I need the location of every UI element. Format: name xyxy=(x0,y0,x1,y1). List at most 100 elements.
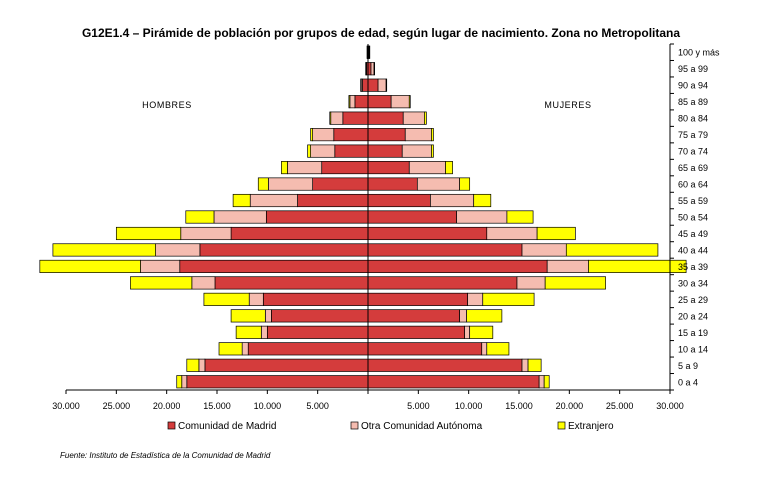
bar-mujeres-extranjero-25-a-29 xyxy=(482,292,535,306)
bar-mujeres-otra-comunidad-autonoma-75-a-79 xyxy=(404,128,432,142)
bar-mujeres-extranjero-100-y-mas xyxy=(368,45,371,59)
bar-hombres-otra-comunidad-autonoma-40-a-44 xyxy=(155,243,201,257)
legend-label-extranjero: Extranjero xyxy=(568,421,614,432)
bar-hombres-otra-comunidad-autonoma-55-a-59 xyxy=(249,193,298,208)
bar-mujeres-comunidad-de-madrid-15-a-19 xyxy=(367,325,465,339)
bar-mujeres-otra-comunidad-autonoma-50-a-54 xyxy=(456,210,508,224)
age-group-label-30-a-34: 30 a 34 xyxy=(678,278,708,288)
bar-hombres-comunidad-de-madrid-70-a-74 xyxy=(334,144,369,158)
bar-mujeres-otra-comunidad-autonoma-55-a-59 xyxy=(430,193,475,208)
bar-hombres-comunidad-de-madrid-35-a-39 xyxy=(179,259,369,273)
x-tick-label: 30.000 xyxy=(656,401,684,411)
bar-mujeres-extranjero-45-a-49 xyxy=(536,226,576,241)
bar-mujeres-comunidad-de-madrid-0-a-4 xyxy=(367,375,540,389)
bar-mujeres-extranjero-75-a-79 xyxy=(431,128,434,142)
age-group-label-15-a-19: 15 a 19 xyxy=(678,328,708,338)
bar-mujeres-extranjero-10-a-14 xyxy=(486,342,510,356)
bar-hombres-extranjero-20-a-24 xyxy=(230,309,266,323)
age-group-label-75-a-79: 75 a 79 xyxy=(678,130,708,140)
bar-hombres-extranjero-55-a-59 xyxy=(232,193,251,208)
bar-mujeres-extranjero-15-a-19 xyxy=(469,325,494,339)
age-group-label-70-a-74: 70 a 74 xyxy=(678,147,708,157)
bar-hombres-extranjero-30-a-34 xyxy=(130,276,193,290)
bar-mujeres-comunidad-de-madrid-20-a-24 xyxy=(367,309,460,323)
bar-hombres-comunidad-de-madrid-15-a-19 xyxy=(266,325,369,339)
bar-mujeres-otra-comunidad-autonoma-0-a-4 xyxy=(538,375,545,389)
bar-hombres-comunidad-de-madrid-0-a-4 xyxy=(186,375,369,389)
bar-hombres-comunidad-de-madrid-50-a-54 xyxy=(265,210,369,224)
bar-mujeres-extranjero-35-a-39 xyxy=(588,259,687,273)
bar-hombres-otra-comunidad-autonoma-0-a-4 xyxy=(181,375,188,389)
bar-hombres-extranjero-90-a-94 xyxy=(360,78,362,92)
x-tick-label: 5.000 xyxy=(306,401,329,411)
side-label-hombres: HOMBRES xyxy=(142,100,192,110)
bar-mujeres-comunidad-de-madrid-50-a-54 xyxy=(367,210,457,224)
bar-hombres-otra-comunidad-autonoma-80-a-84 xyxy=(330,111,344,125)
bar-mujeres-comunidad-de-madrid-30-a-34 xyxy=(367,276,518,290)
bar-hombres-comunidad-de-madrid-20-a-24 xyxy=(271,309,369,323)
bar-hombres-extranjero-95-a-99 xyxy=(365,62,367,76)
x-tick-label: 30.000 xyxy=(52,401,80,411)
bar-hombres-comunidad-de-madrid-30-a-34 xyxy=(214,276,369,290)
bar-hombres-comunidad-de-madrid-80-a-84 xyxy=(342,111,369,125)
bar-mujeres-otra-comunidad-autonoma-65-a-69 xyxy=(408,161,446,175)
bar-mujeres-extranjero-95-a-99 xyxy=(373,62,375,76)
side-label-mujeres: MUJERES xyxy=(544,100,591,110)
bar-mujeres-extranjero-40-a-44 xyxy=(565,243,659,257)
bar-hombres-extranjero-70-a-74 xyxy=(307,144,311,158)
bar-hombres-comunidad-de-madrid-10-a-14 xyxy=(247,342,369,356)
age-group-label-25-a-29: 25 a 29 xyxy=(678,295,708,305)
age-group-label-80-a-84: 80 a 84 xyxy=(678,114,708,124)
bar-mujeres-extranjero-50-a-54 xyxy=(506,210,534,224)
bar-hombres-comunidad-de-madrid-65-a-69 xyxy=(321,161,369,175)
bar-hombres-otra-comunidad-autonoma-60-a-64 xyxy=(267,177,313,191)
bar-mujeres-extranjero-60-a-64 xyxy=(459,177,471,191)
bar-hombres-extranjero-60-a-64 xyxy=(257,177,269,191)
age-group-label-45-a-49: 45 a 49 xyxy=(678,229,708,239)
x-tick-label: 10.000 xyxy=(254,401,282,411)
bar-mujeres-extranjero-70-a-74 xyxy=(431,144,434,158)
bar-mujeres-otra-comunidad-autonoma-45-a-49 xyxy=(486,226,538,241)
bar-hombres-comunidad-de-madrid-85-a-89 xyxy=(354,95,369,109)
bar-mujeres-otra-comunidad-autonoma-10-a-14 xyxy=(481,342,488,356)
bar-mujeres-comunidad-de-madrid-35-a-39 xyxy=(367,259,548,273)
bar-hombres-otra-comunidad-autonoma-70-a-74 xyxy=(310,144,336,158)
bar-mujeres-comunidad-de-madrid-45-a-49 xyxy=(367,226,488,241)
bar-mujeres-otra-comunidad-autonoma-25-a-29 xyxy=(467,292,484,306)
age-group-label-0-a-4: 0 a 4 xyxy=(678,377,698,387)
bar-hombres-extranjero-25-a-29 xyxy=(203,292,250,306)
bar-mujeres-extranjero-85-a-89 xyxy=(408,95,411,109)
bar-mujeres-comunidad-de-madrid-55-a-59 xyxy=(367,193,431,208)
bar-mujeres-extranjero-65-a-69 xyxy=(445,161,453,175)
x-tick-label: 5.000 xyxy=(407,401,430,411)
x-tick-label: 25.000 xyxy=(606,401,634,411)
bar-mujeres-extranjero-80-a-84 xyxy=(424,111,427,125)
bar-mujeres-comunidad-de-madrid-65-a-69 xyxy=(367,161,410,175)
bar-mujeres-otra-comunidad-autonoma-70-a-74 xyxy=(401,144,432,158)
legend-swatch-otra-comunidad xyxy=(350,421,359,430)
bar-mujeres-comunidad-de-madrid-10-a-14 xyxy=(367,342,483,356)
age-group-label-10-a-14: 10 a 14 xyxy=(678,344,708,354)
x-tick-label: 15.000 xyxy=(505,401,533,411)
bar-hombres-extranjero-50-a-54 xyxy=(185,210,215,224)
age-group-label-100-y-mas: 100 y más xyxy=(678,48,720,58)
age-group-label-65-a-69: 65 a 69 xyxy=(678,163,708,173)
bar-hombres-comunidad-de-madrid-75-a-79 xyxy=(333,128,369,142)
axes-group xyxy=(65,43,674,394)
bar-hombres-otra-comunidad-autonoma-45-a-49 xyxy=(180,226,232,241)
bar-mujeres-otra-comunidad-autonoma-85-a-89 xyxy=(390,95,410,109)
bar-mujeres-comunidad-de-madrid-75-a-79 xyxy=(367,128,406,142)
age-group-labels: 0 a 4 5 a 9 10 a 14 15 a 19 20 a 24 25 a 29 30… xyxy=(678,48,720,388)
bar-hombres-extranjero-45-a-49 xyxy=(115,226,182,241)
bar-mujeres-comunidad-de-madrid-40-a-44 xyxy=(367,243,523,257)
legend-label-otra-comunidad: Otra Comunidad Autónoma xyxy=(361,421,483,432)
bar-hombres-comunidad-de-madrid-55-a-59 xyxy=(297,193,369,208)
bar-hombres-comunidad-de-madrid-60-a-64 xyxy=(312,177,369,191)
bar-hombres-otra-comunidad-autonoma-25-a-29 xyxy=(248,292,264,306)
bar-mujeres-extranjero-30-a-34 xyxy=(544,276,606,290)
bars-group xyxy=(39,45,687,389)
bar-hombres-otra-comunidad-autonoma-5-a-9 xyxy=(198,358,206,372)
bar-mujeres-comunidad-de-madrid-5-a-9 xyxy=(367,358,523,372)
legend-label-comunidad-madrid: Comunidad de Madrid xyxy=(178,421,276,432)
